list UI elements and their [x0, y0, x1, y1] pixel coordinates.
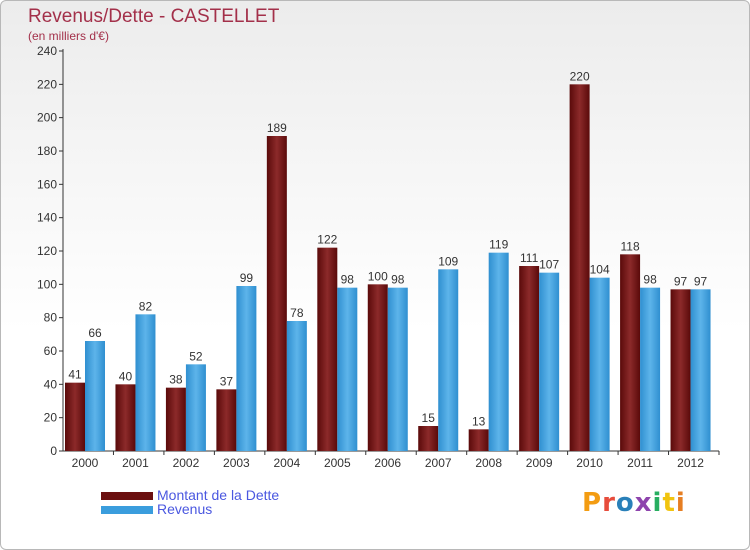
y-tick-label: 120	[37, 244, 57, 258]
revenue-bar	[337, 287, 358, 451]
debt-bar-value-label: 111	[520, 251, 539, 265]
revenue-bar-value-label: 78	[290, 306, 304, 320]
x-tick-label: 2004	[273, 456, 300, 470]
logo-letter: i	[675, 488, 686, 518]
y-tick-label: 200	[37, 111, 57, 125]
x-tick-label: 2002	[173, 456, 200, 470]
debt-bar	[266, 136, 287, 451]
debt-bar-value-label: 37	[220, 374, 234, 388]
y-tick-label: 60	[44, 344, 58, 358]
revenue-bar	[589, 277, 610, 451]
debt-bar-value-label: 122	[317, 233, 337, 247]
debt-bar-value-label: 118	[621, 239, 640, 253]
revenue-bar	[640, 287, 661, 451]
revenue-bar	[135, 314, 156, 451]
logo-letter: P	[582, 488, 603, 518]
logo-letter: x	[634, 488, 653, 518]
revenue-bar	[85, 341, 105, 451]
debt-bar	[367, 284, 388, 451]
revenue-bar-value-label: 98	[341, 273, 355, 287]
revenue-bar-value-label: 82	[139, 299, 153, 313]
debt-bar	[569, 84, 590, 451]
x-tick-label: 2012	[677, 456, 704, 470]
revenue-bar	[387, 287, 408, 451]
debt-bar	[115, 384, 136, 451]
revenue-bar-value-label: 98	[643, 273, 657, 287]
legend-label-revenue: Revenus	[157, 501, 213, 517]
revenue-bar-value-label: 52	[189, 349, 203, 363]
x-tick-label: 2009	[526, 456, 553, 470]
debt-bar-value-label: 220	[570, 69, 590, 83]
blue-swatch-icon	[101, 506, 153, 514]
x-tick-label: 2007	[425, 456, 452, 470]
revenue-bar-value-label: 98	[391, 273, 405, 287]
x-tick-label: 2010	[576, 456, 603, 470]
logo-letter: i	[652, 488, 663, 518]
logo-letter: o	[615, 488, 635, 518]
dark-red-swatch-icon	[101, 492, 153, 500]
logo-letter: r	[602, 488, 616, 518]
debt-bar	[468, 429, 489, 451]
y-tick-label: 180	[37, 144, 57, 158]
revenue-bar-value-label: 99	[240, 271, 254, 285]
debt-bar-value-label: 97	[674, 274, 688, 288]
proxiti-logo: Proxiti	[582, 488, 686, 518]
y-tick-label: 140	[37, 211, 57, 225]
debt-bar-value-label: 41	[68, 368, 82, 382]
debt-bar	[418, 426, 439, 451]
legend-label-debt: Montant de la Dette	[157, 487, 280, 503]
x-tick-label: 2006	[374, 456, 401, 470]
x-tick-label: 2001	[122, 456, 149, 470]
debt-bar	[65, 382, 85, 451]
debt-bar	[216, 389, 237, 451]
x-tick-label: 2008	[475, 456, 502, 470]
debt-bar	[317, 247, 338, 451]
x-tick-label: 2011	[627, 456, 653, 470]
revenue-bar	[488, 252, 509, 451]
debt-bar-value-label: 40	[119, 369, 133, 383]
revenue-bar	[539, 272, 560, 451]
x-tick-label: 2005	[324, 456, 351, 470]
y-tick-label: 0	[50, 444, 57, 458]
revenue-bar	[438, 269, 459, 451]
y-tick-label: 160	[37, 177, 57, 191]
debt-bar-value-label: 38	[169, 373, 183, 387]
x-tick-label: 2000	[72, 456, 99, 470]
y-tick-label: 80	[44, 311, 58, 325]
y-tick-label: 100	[37, 277, 57, 291]
revenue-bar-value-label: 66	[88, 326, 102, 340]
y-tick-label: 20	[44, 411, 58, 425]
x-tick-label: 2003	[223, 456, 250, 470]
revenue-bar-value-label: 109	[438, 254, 458, 268]
logo-letter: t	[662, 488, 676, 518]
revenue-bar	[185, 364, 206, 451]
revenue-bar	[286, 321, 307, 451]
debt-bar	[670, 289, 691, 451]
revenue-bar-value-label: 104	[590, 263, 610, 277]
revenue-bar-value-label: 107	[539, 258, 559, 272]
y-tick-label: 240	[37, 44, 57, 58]
chart-title: Revenus/Dette - CASTELLET	[28, 6, 280, 27]
chart-subtitle: (en milliers d'€)	[28, 29, 109, 43]
revenue-bar-value-label: 97	[694, 274, 708, 288]
y-tick-label: 40	[44, 377, 58, 391]
revenue-bar	[236, 286, 257, 451]
debt-bar-value-label: 100	[368, 269, 388, 283]
debt-bar-value-label: 13	[472, 414, 486, 428]
revenue-bar-value-label: 119	[489, 238, 508, 252]
y-tick-label: 220	[37, 77, 57, 91]
debt-bar	[620, 254, 641, 451]
debt-bar-value-label: 189	[267, 121, 287, 135]
debt-bar-value-label: 15	[422, 411, 436, 425]
revenue-bar	[690, 289, 711, 451]
debt-bar	[165, 387, 186, 451]
debt-bar	[519, 266, 540, 451]
